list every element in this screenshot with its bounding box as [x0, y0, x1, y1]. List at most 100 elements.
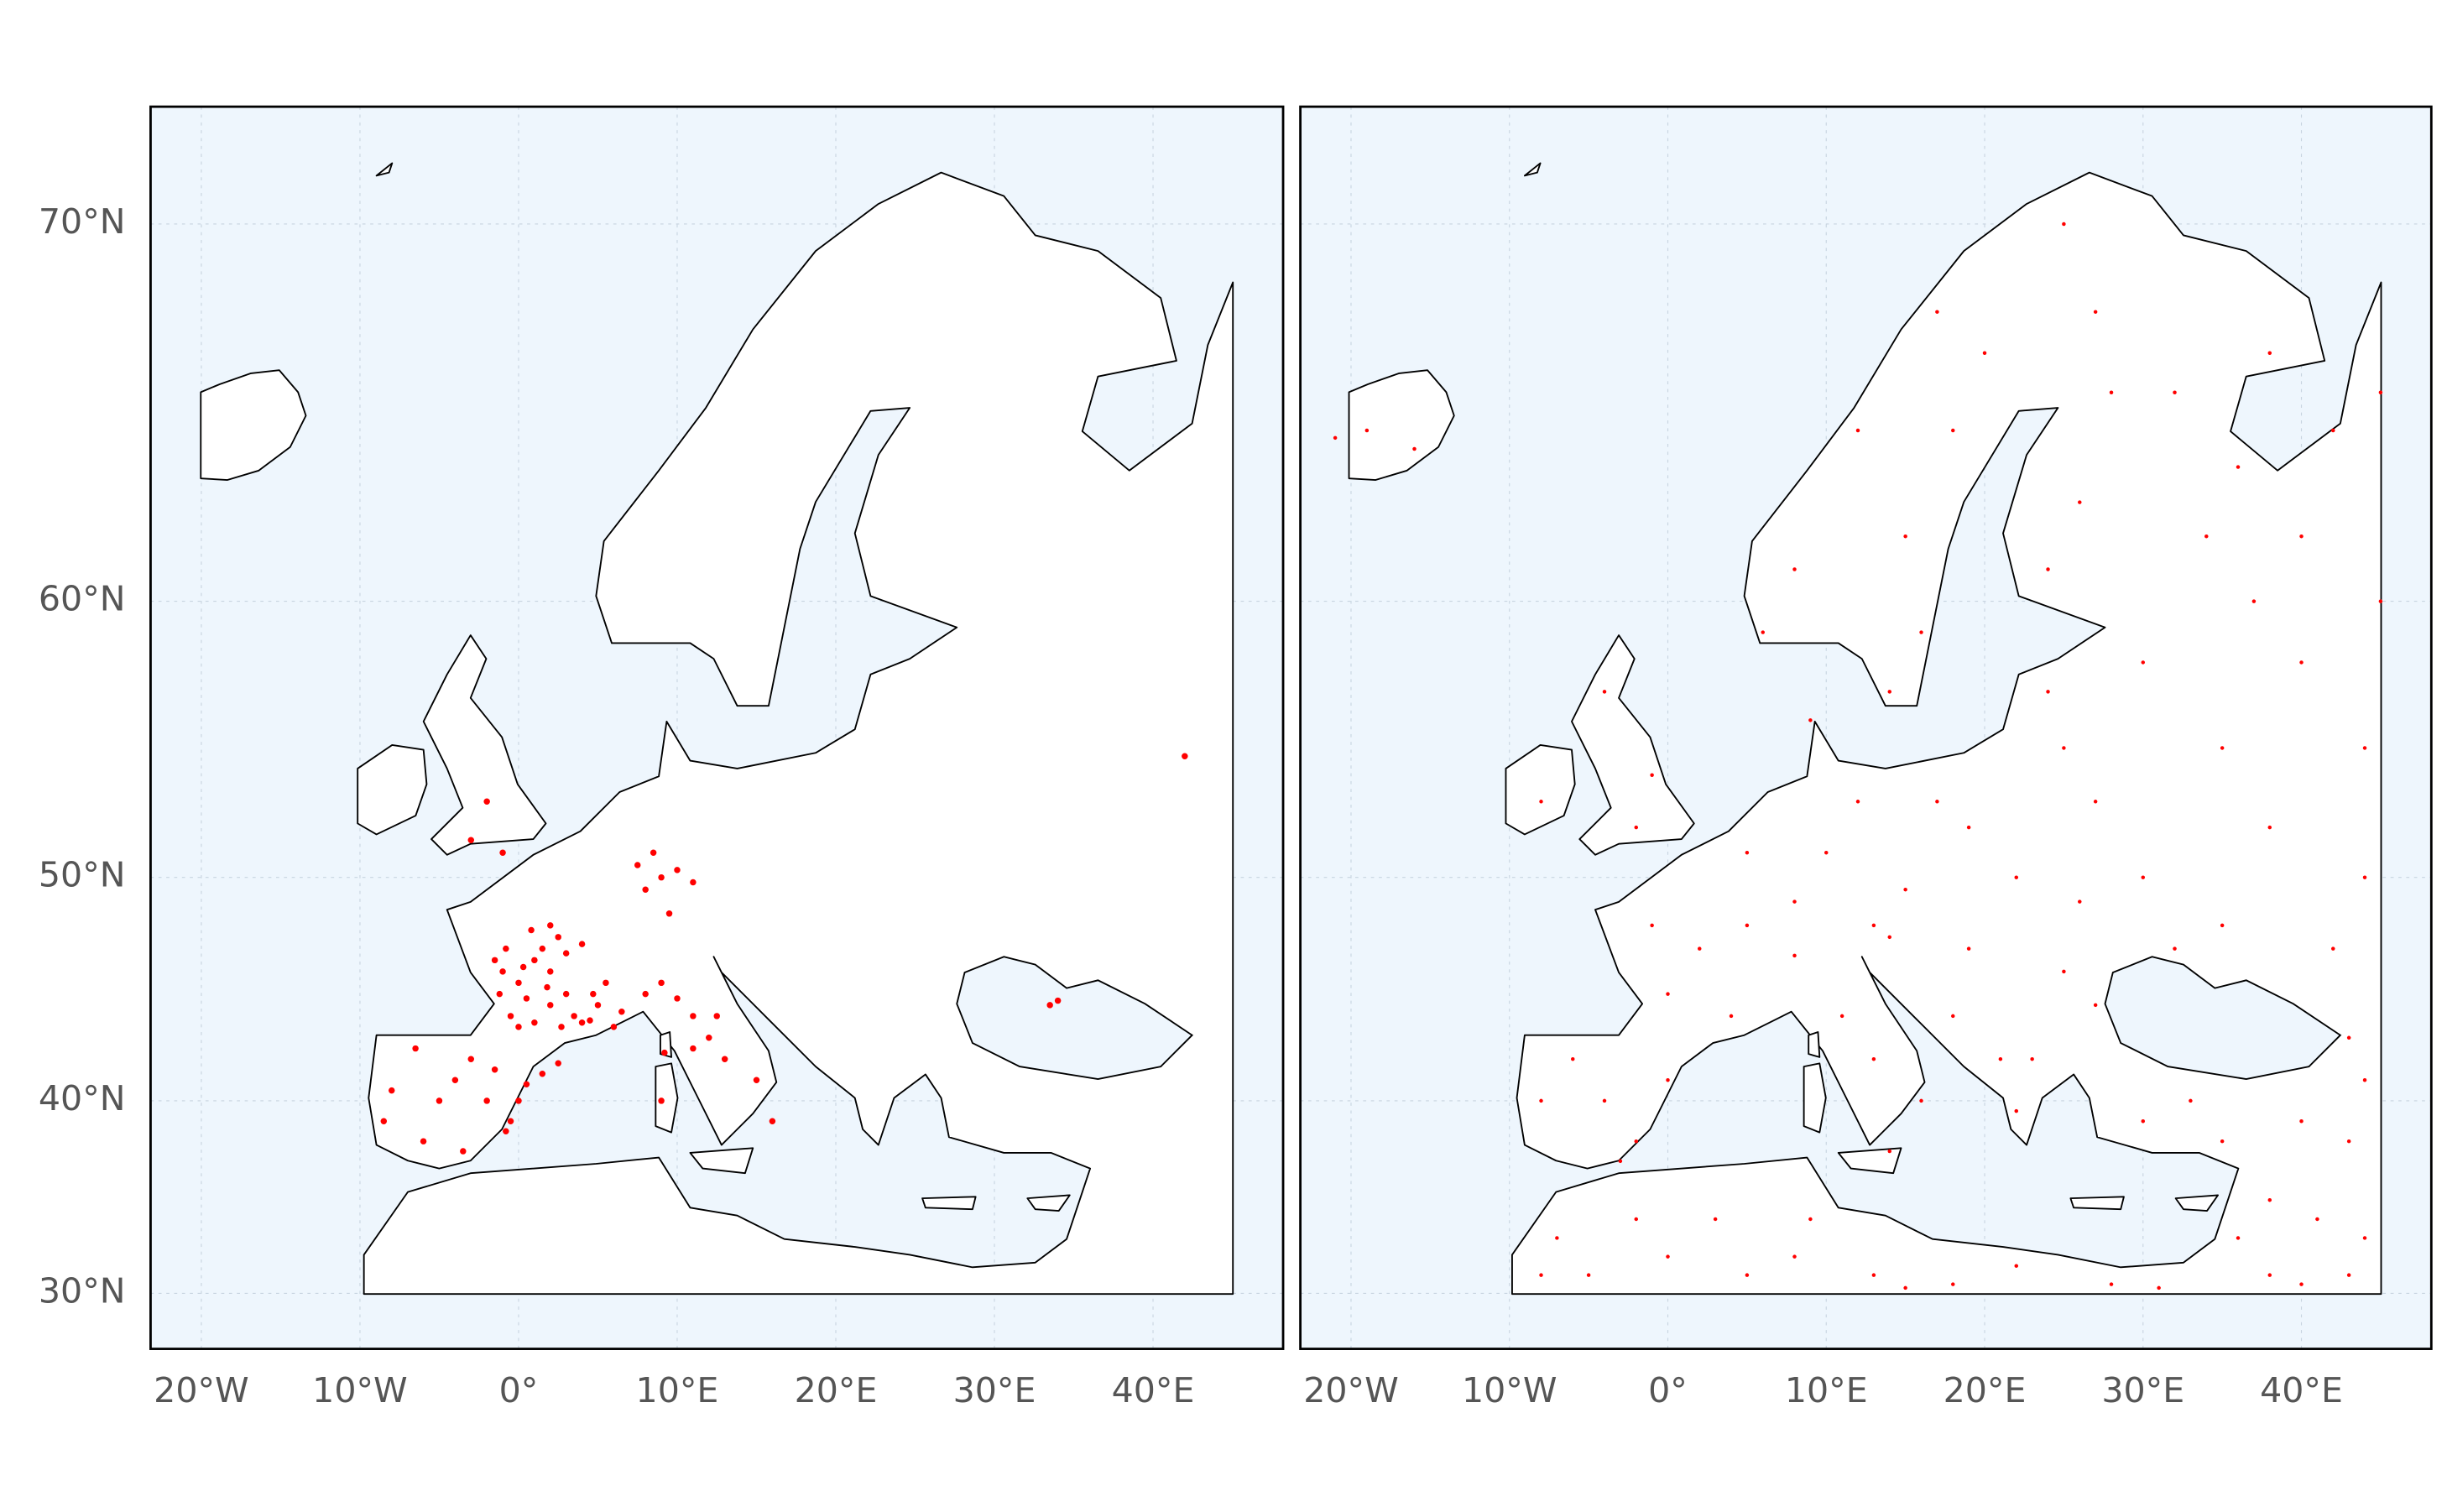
- point: [1871, 923, 1876, 928]
- x-tick-label: 10°W: [312, 1370, 408, 1410]
- point: [2046, 690, 2050, 694]
- point: [674, 995, 681, 1002]
- point: [2362, 1236, 2367, 1240]
- point: [1539, 1098, 1543, 1103]
- point: [1698, 946, 1702, 951]
- point: [539, 1071, 546, 1077]
- point: [467, 837, 474, 843]
- point: [1935, 800, 1939, 804]
- point: [2141, 660, 2146, 665]
- point: [515, 979, 522, 987]
- point: [1839, 1014, 1844, 1019]
- point: [1555, 1236, 1559, 1240]
- point: [2378, 599, 2383, 603]
- point: [690, 879, 697, 886]
- point: [507, 1013, 514, 1019]
- point: [420, 1138, 427, 1144]
- point: [1951, 1282, 1955, 1286]
- point: [2299, 1118, 2304, 1124]
- point: [2236, 1236, 2241, 1240]
- point: [523, 1081, 530, 1087]
- point: [1903, 1285, 1907, 1290]
- point: [523, 995, 530, 1002]
- point: [1951, 1014, 1955, 1019]
- point: [1903, 887, 1907, 892]
- point: [483, 1098, 490, 1104]
- point: [547, 922, 554, 929]
- point: [1713, 1217, 1718, 1222]
- x-tick-label: 0°: [1648, 1370, 1688, 1410]
- point: [1364, 428, 1370, 433]
- point: [2189, 1098, 2193, 1103]
- point: [1887, 935, 1892, 940]
- point: [1571, 1056, 1575, 1061]
- point: [2062, 746, 2066, 750]
- point: [2014, 875, 2019, 879]
- point: [2030, 1056, 2034, 1061]
- point: [1634, 1217, 1638, 1222]
- point: [1871, 1273, 1876, 1277]
- point: [2236, 465, 2241, 469]
- point: [1539, 800, 1543, 804]
- point: [2315, 1217, 2319, 1222]
- point: [1824, 850, 1829, 855]
- point: [1808, 718, 1813, 722]
- point: [650, 849, 657, 856]
- point: [1982, 351, 1987, 355]
- point: [658, 979, 665, 987]
- point: [2109, 390, 2114, 395]
- point: [2093, 310, 2098, 314]
- point: [2046, 567, 2050, 571]
- y-tick-label: 50°N: [39, 855, 126, 895]
- point: [578, 941, 586, 947]
- point: [451, 1077, 459, 1083]
- point: [1935, 310, 1939, 314]
- point: [544, 983, 550, 991]
- point: [2141, 1118, 2146, 1124]
- x-tick-label: 10°E: [636, 1370, 719, 1410]
- point: [2362, 746, 2367, 750]
- point: [661, 1049, 668, 1056]
- point: [1966, 825, 1971, 830]
- point: [2346, 1139, 2351, 1144]
- point: [2220, 746, 2225, 750]
- x-tick-label: 0°: [499, 1370, 539, 1410]
- point: [436, 1098, 443, 1104]
- point: [562, 950, 570, 957]
- point: [1792, 899, 1797, 904]
- point: [1871, 1056, 1876, 1061]
- point: [1650, 773, 1654, 777]
- point: [578, 1019, 586, 1026]
- point: [603, 979, 609, 987]
- point: [1887, 1149, 1892, 1154]
- x-tick-label: 20°W: [1303, 1370, 1399, 1410]
- point: [2062, 969, 2066, 974]
- point: [2267, 1273, 2272, 1277]
- point: [483, 798, 490, 806]
- y-tick-label: 70°N: [39, 201, 126, 242]
- point: [1539, 1273, 1543, 1277]
- tick-labels: 20°W 10°W 0° 10°E 20°E 30°E 40°E 70°N 60°N 50°N 40…: [39, 201, 2343, 1410]
- point: [2109, 1282, 2114, 1286]
- point: [1634, 825, 1638, 830]
- y-tick-label: 30°N: [39, 1270, 126, 1311]
- point: [467, 1056, 474, 1062]
- point: [503, 1128, 509, 1134]
- point: [713, 1013, 720, 1019]
- point: [1792, 567, 1797, 571]
- point: [558, 1024, 565, 1030]
- point: [690, 1045, 697, 1052]
- point: [2014, 1264, 2019, 1268]
- point: [1808, 1217, 1813, 1222]
- point: [2362, 875, 2367, 879]
- point: [547, 1002, 554, 1009]
- point: [642, 886, 649, 893]
- point: [1792, 953, 1797, 958]
- x-tick-label: 20°E: [795, 1370, 878, 1410]
- point: [721, 1056, 728, 1062]
- point: [769, 1118, 776, 1124]
- point: [2346, 1273, 2351, 1277]
- x-tick-label: 10°E: [1785, 1370, 1868, 1410]
- point: [594, 1002, 602, 1009]
- point: [2220, 1139, 2225, 1144]
